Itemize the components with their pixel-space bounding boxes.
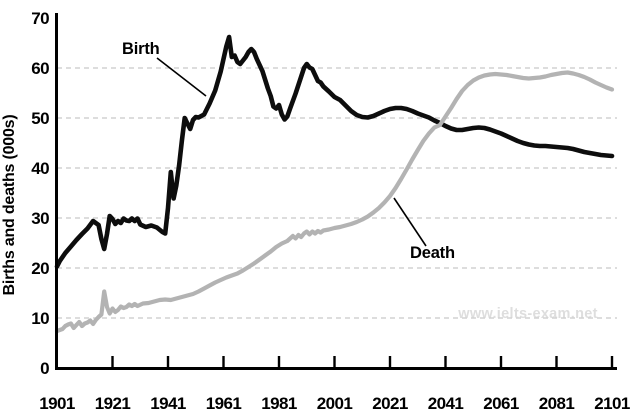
gridlines-layer (57, 67, 617, 319)
birth-series-label: Birth (122, 40, 160, 58)
y-axis-title: Births and deaths (000s) (1, 114, 18, 295)
y-tick-label: 50 (31, 109, 49, 128)
x-tick-label: 2081 (539, 394, 575, 413)
labels-layer: Births and deaths (000s) Birth Death (1, 40, 455, 296)
x-tick-label: 2001 (317, 394, 353, 413)
watermark-text: www.ielts-exam.net (457, 306, 597, 322)
x-tick-label: 2041 (428, 394, 464, 413)
x-tick-label: 1941 (150, 394, 186, 413)
x-tick-label: 2101 (594, 394, 630, 413)
series-layer (54, 34, 615, 334)
birth-line (54, 34, 615, 269)
x-tick-label: 1901 (39, 394, 75, 413)
y-tick-label: 0 (40, 359, 49, 378)
x-tick-label: 1921 (95, 394, 131, 413)
death-annotation-leader-line (393, 197, 427, 247)
x-tick-label: 2021 (372, 394, 408, 413)
y-tick-label: 10 (31, 309, 49, 328)
y-tick-label: 70 (31, 9, 49, 28)
y-tick-label: 60 (31, 59, 49, 78)
x-tick-label: 2061 (483, 394, 519, 413)
death-line (54, 70, 615, 334)
y-tick-label: 20 (31, 259, 49, 278)
y-tick-label: 30 (31, 209, 49, 228)
x-tick-label: 1961 (206, 394, 242, 413)
death-series-label: Death (410, 244, 455, 262)
x-tick-label: 1981 (261, 394, 297, 413)
birth-annotation-leader-line (156, 57, 207, 97)
y-tick-label: 40 (31, 159, 49, 178)
axes-layer: 1901 1921 1941 1961 1981 2001 2021 2041 2061 2081… (31, 9, 630, 413)
